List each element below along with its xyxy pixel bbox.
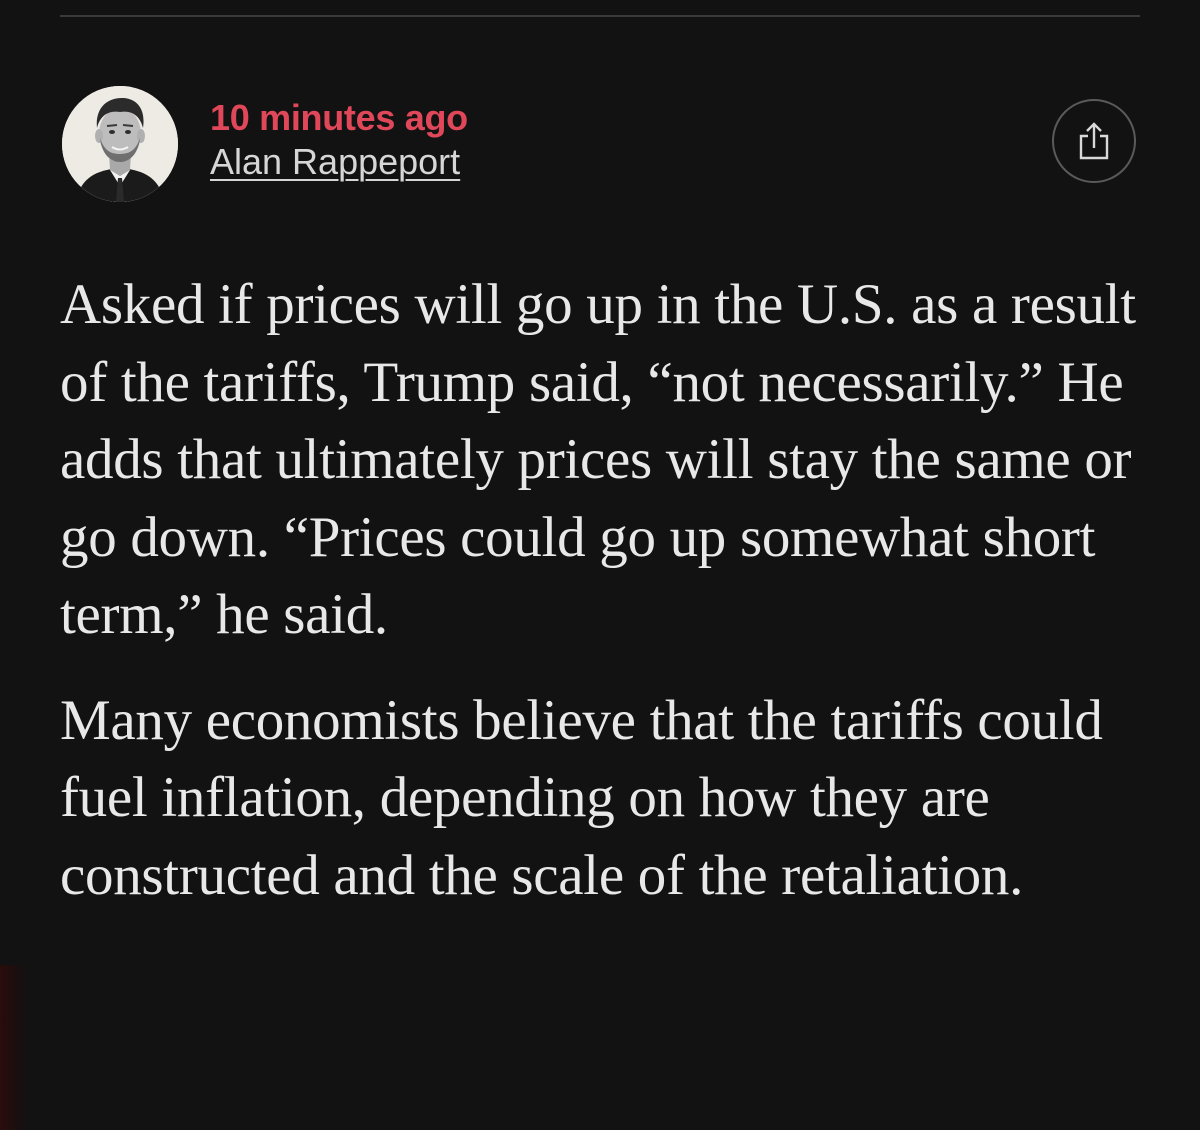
article-body: Asked if prices will go up in the U.S. a… <box>60 266 1150 942</box>
post-meta: 10 minutes ago Alan Rappeport <box>210 96 468 184</box>
edge-shadow <box>0 965 28 1130</box>
divider <box>60 15 1140 17</box>
author-portrait-icon <box>62 86 178 202</box>
share-button[interactable] <box>1052 99 1136 183</box>
author-avatar[interactable] <box>62 86 178 202</box>
article-paragraph: Many economists believe that the tariffs… <box>60 688 1103 907</box>
author-link[interactable]: Alan Rappeport <box>210 141 461 182</box>
post-timestamp: 10 minutes ago <box>210 97 468 138</box>
share-icon <box>1079 122 1109 160</box>
article-paragraph: Asked if prices will go up in the U.S. a… <box>60 273 1136 646</box>
